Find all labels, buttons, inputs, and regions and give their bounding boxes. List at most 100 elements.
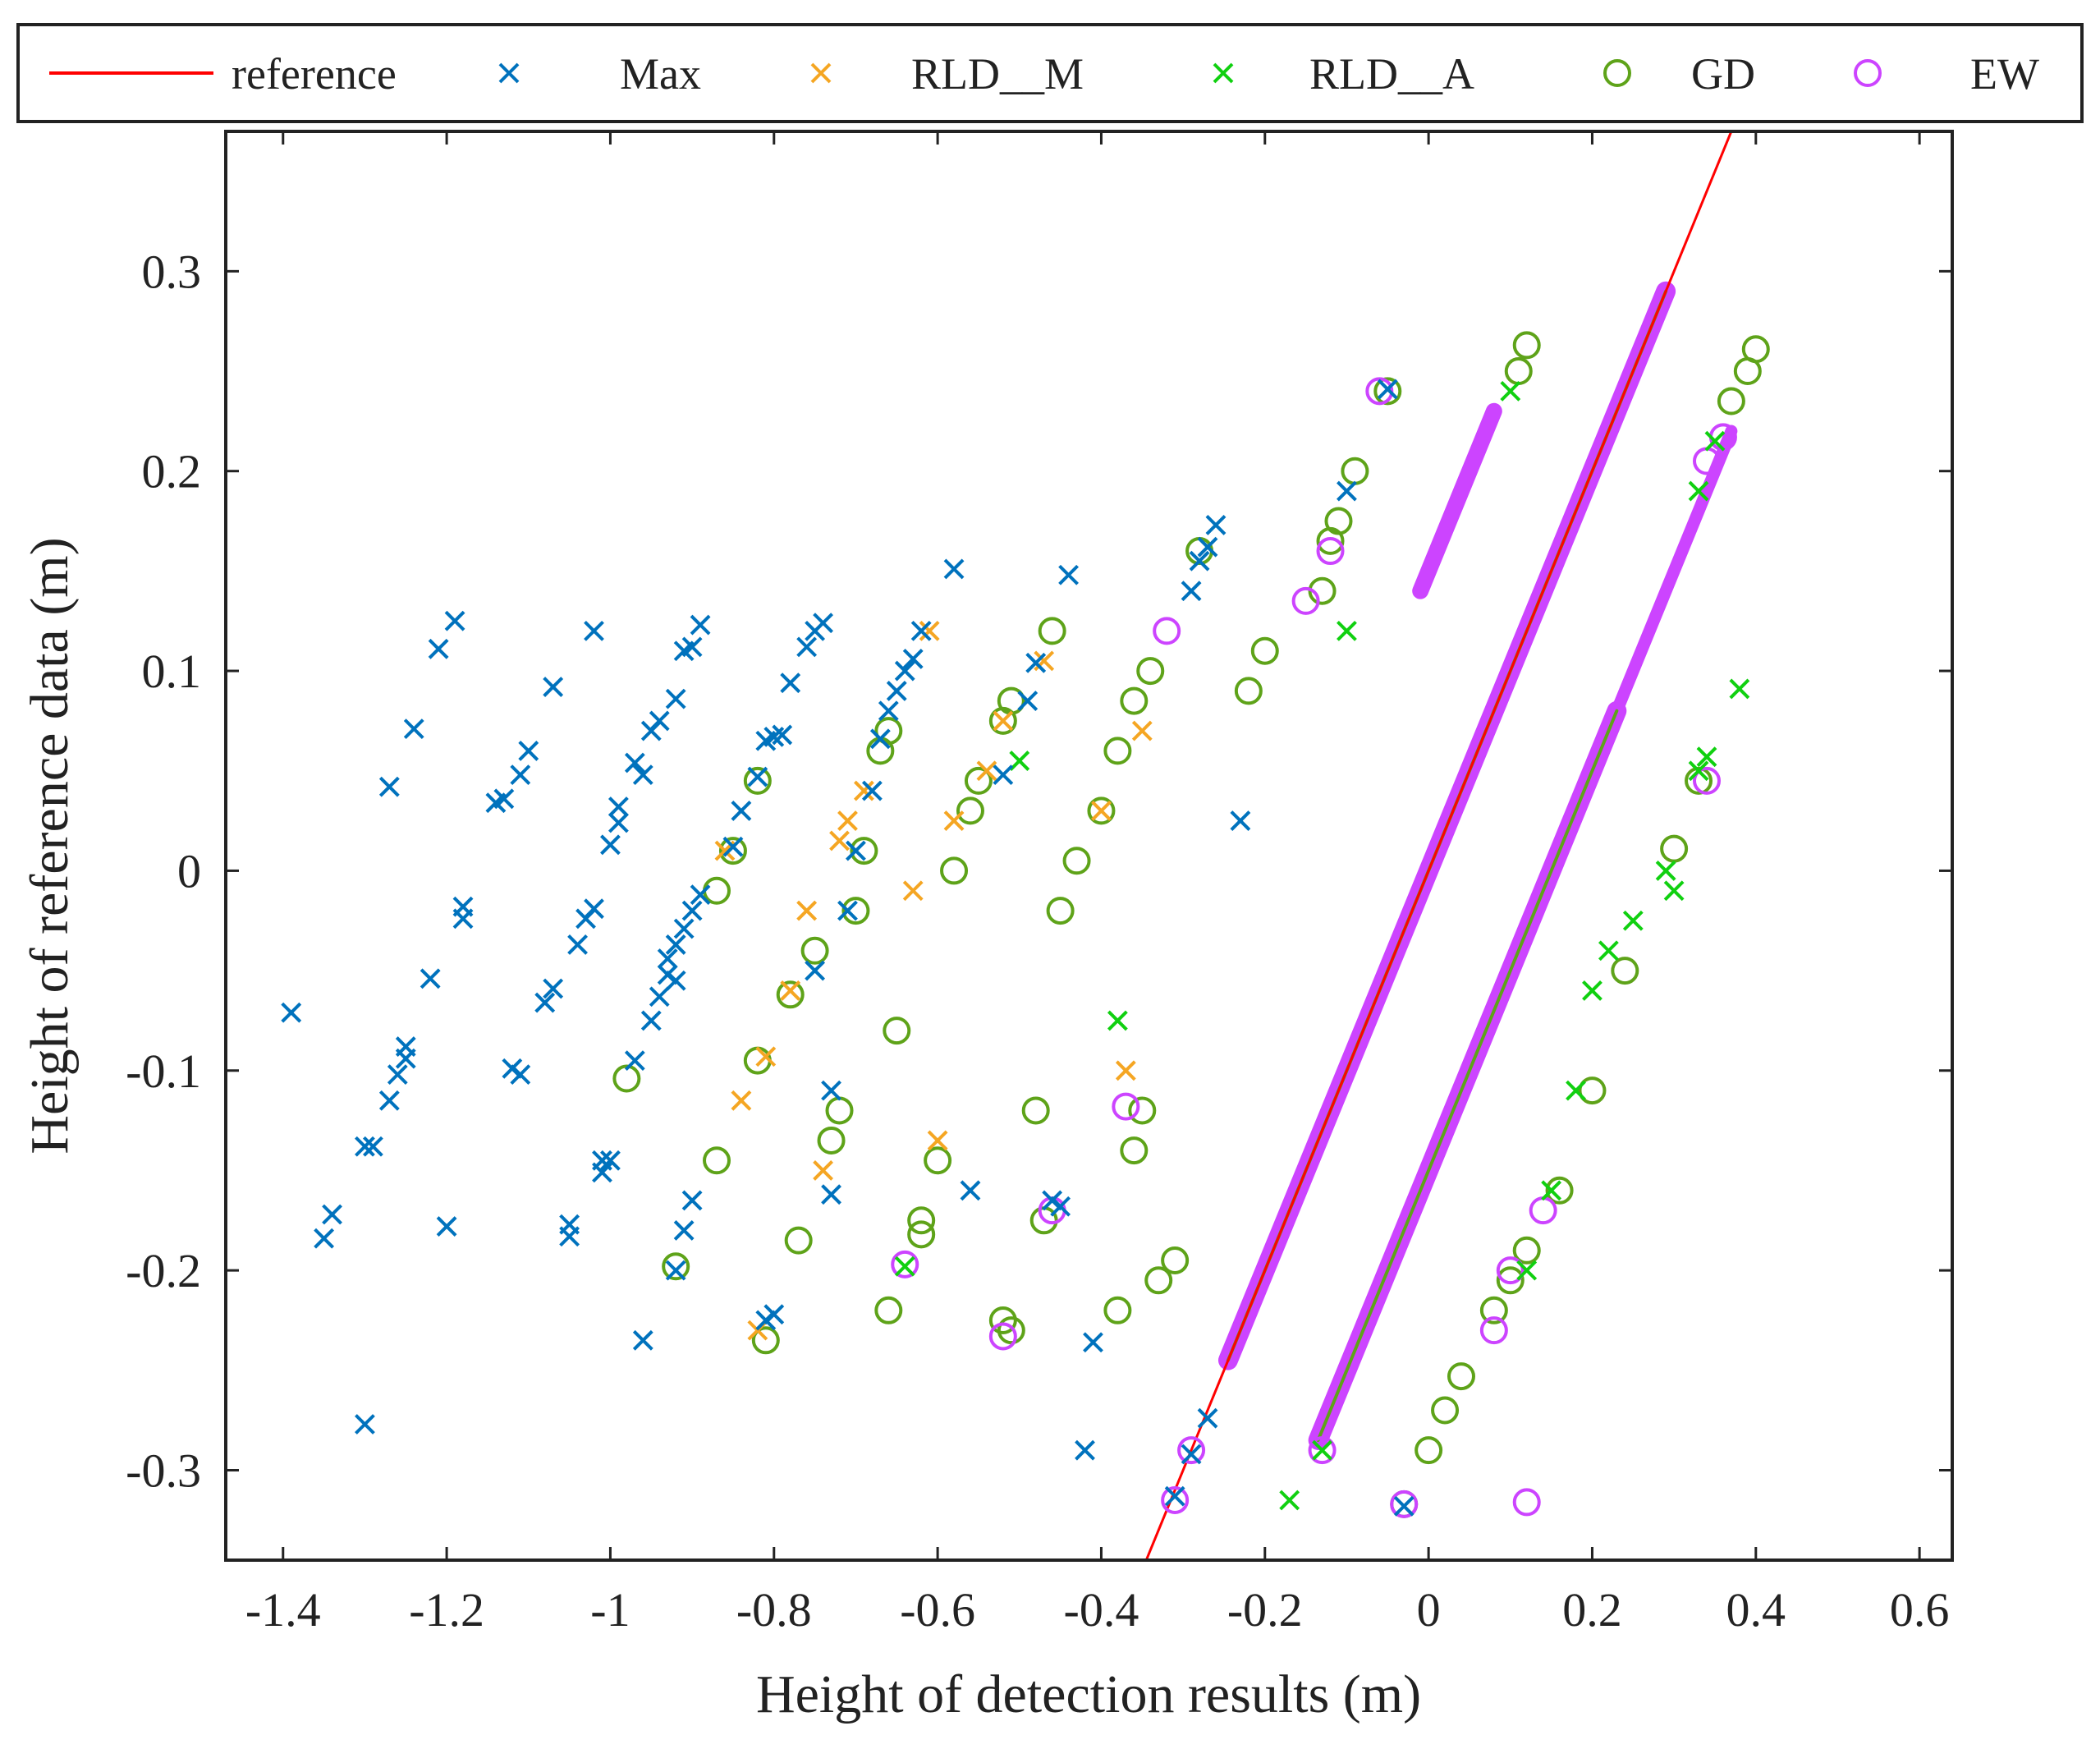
x-tick-label: -1.2 <box>409 1583 484 1637</box>
x-tick-label: 0.4 <box>1726 1583 1786 1637</box>
legend-label-ew: EW <box>1970 49 2039 99</box>
point-rld-m <box>853 780 874 801</box>
point-max <box>649 986 670 1008</box>
point-gd <box>1717 387 1745 415</box>
point-max <box>1337 480 1357 502</box>
point-max <box>452 908 474 930</box>
point-max <box>910 620 932 641</box>
legend-swatch-gd <box>1603 59 1631 87</box>
legend-box <box>16 23 2084 123</box>
legend: reference Max RLD__M RLD__A GD EW <box>16 23 2084 123</box>
point-ew <box>1692 766 1721 795</box>
point-max <box>1230 810 1251 831</box>
point-gd <box>1447 1362 1475 1391</box>
x-tick-label: -0.4 <box>1064 1583 1139 1637</box>
dense-band-gd <box>1316 709 1619 1442</box>
point-gd <box>1103 737 1132 765</box>
point-rld-m <box>1091 800 1112 821</box>
point-rld-a <box>1688 760 1709 782</box>
point-gd <box>1611 957 1639 985</box>
point-gd <box>1021 1096 1050 1125</box>
point-gd <box>1479 1296 1508 1324</box>
point-gd <box>1496 1266 1525 1295</box>
point-max <box>1197 1407 1218 1429</box>
point-ew <box>1512 1488 1541 1517</box>
point-max <box>960 1180 981 1201</box>
point-max <box>1164 1485 1185 1507</box>
x-tick-label: -1.4 <box>245 1583 321 1637</box>
point-gd <box>612 1064 641 1093</box>
point-gd <box>1512 331 1541 360</box>
point-ew <box>988 1322 1017 1351</box>
point-gd <box>1120 686 1149 715</box>
point-max <box>649 710 670 732</box>
point-gd <box>1250 636 1279 665</box>
point-max <box>846 840 866 861</box>
point-rld-m <box>829 830 850 852</box>
point-rld-m <box>976 760 997 782</box>
plot-frame <box>224 130 1954 1562</box>
point-gd <box>817 1126 846 1155</box>
point-gd <box>1431 1396 1460 1425</box>
point-gd <box>1234 677 1263 705</box>
point-max <box>600 834 621 856</box>
point-ew <box>1291 586 1320 615</box>
point-ew <box>1153 617 1181 645</box>
point-max <box>681 900 703 921</box>
point-max <box>608 796 629 817</box>
point-max <box>281 1002 302 1023</box>
point-max <box>821 1184 841 1205</box>
point-max <box>592 1162 612 1183</box>
point-max <box>878 700 899 722</box>
legend-swatch-rld-m <box>810 62 832 84</box>
y-axis-title: Height of reference data (m) <box>20 537 80 1154</box>
point-max <box>534 992 556 1013</box>
y-tick-label: 0.2 <box>142 445 202 498</box>
point-max <box>690 884 711 906</box>
point-rld-m <box>780 980 801 1001</box>
point-max <box>567 934 588 955</box>
point-gd <box>956 796 984 825</box>
point-max <box>543 978 564 999</box>
point-gd <box>874 717 903 746</box>
x-tick-label: 0.2 <box>1562 1583 1622 1637</box>
point-gd <box>924 1146 952 1175</box>
point-rld-m <box>755 1046 777 1067</box>
point-ew <box>1316 537 1345 566</box>
point-max <box>665 1260 686 1281</box>
point-rld-m <box>837 810 858 831</box>
point-rld-a <box>1516 1260 1538 1281</box>
point-rld-a <box>1009 751 1030 771</box>
point-max <box>763 1304 785 1325</box>
x-axis-title: Height of detection results (m) <box>756 1664 1421 1724</box>
point-rld-a <box>1337 620 1357 641</box>
x-tick-label: -0.8 <box>736 1583 812 1637</box>
point-max <box>395 1036 416 1057</box>
point-max <box>632 764 653 786</box>
point-gd <box>1545 1176 1574 1205</box>
point-rld-m <box>796 900 818 921</box>
point-gd <box>1128 1096 1157 1125</box>
point-max <box>1075 1439 1095 1461</box>
point-gd <box>1415 1436 1443 1465</box>
point-gd <box>1046 897 1075 925</box>
point-gd <box>1741 335 1770 364</box>
x-tick-label: 0 <box>1417 1583 1441 1637</box>
point-gd <box>1324 507 1353 535</box>
point-gd <box>1062 847 1091 875</box>
point-max <box>837 900 858 921</box>
point-max <box>886 680 907 701</box>
point-gd <box>1512 1236 1541 1265</box>
point-rld-a <box>1500 380 1521 402</box>
legend-label-rld-m: RLD__M <box>911 49 1084 99</box>
point-gd <box>1685 766 1713 795</box>
point-rld-a <box>894 1256 915 1277</box>
point-gd <box>1144 1266 1173 1295</box>
point-max <box>1181 581 1202 602</box>
point-gd <box>662 1252 690 1281</box>
x-tick-label: -0.2 <box>1227 1583 1303 1637</box>
point-rld-a <box>1279 1490 1300 1511</box>
point-max <box>518 740 539 761</box>
point-gd <box>718 837 747 865</box>
